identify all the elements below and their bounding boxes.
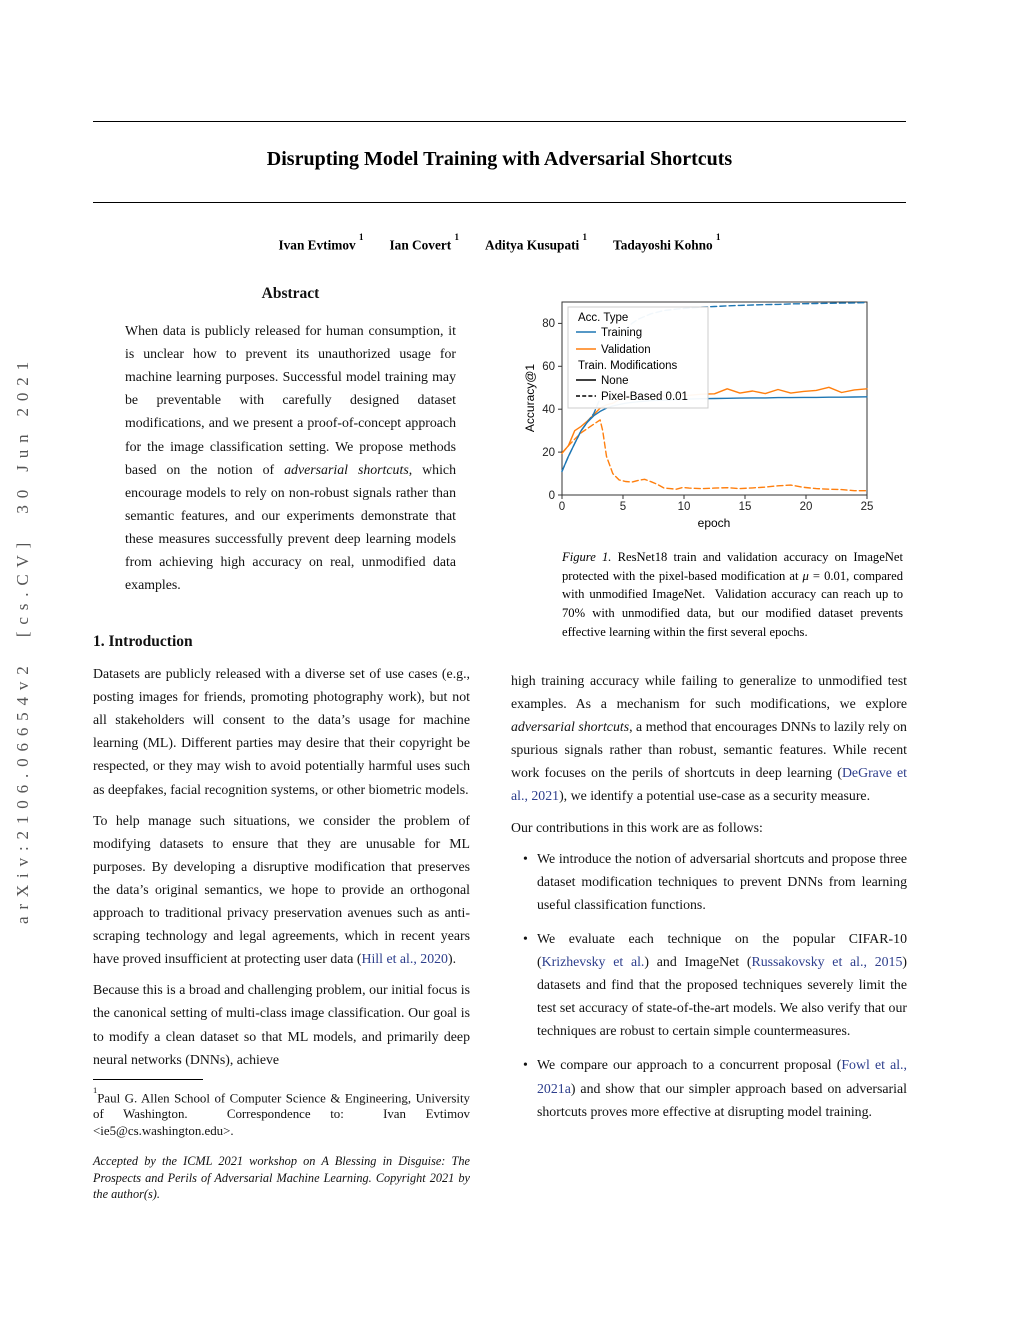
svg-text:15: 15 — [739, 501, 752, 513]
svg-text:25: 25 — [861, 501, 874, 513]
svg-text:Validation: Validation — [601, 344, 651, 356]
svg-text:20: 20 — [542, 447, 555, 459]
svg-text:0: 0 — [549, 490, 555, 502]
svg-text:60: 60 — [542, 361, 555, 373]
svg-text:Pixel-Based 0.01: Pixel-Based 0.01 — [601, 391, 688, 403]
svg-text:epoch: epoch — [698, 516, 731, 530]
svg-text:10: 10 — [678, 501, 691, 513]
svg-text:Accuracy@1: Accuracy@1 — [523, 364, 537, 433]
svg-text:40: 40 — [542, 404, 555, 416]
svg-text:Acc. Type: Acc. Type — [578, 312, 628, 324]
svg-text:Training: Training — [601, 327, 642, 339]
svg-text:20: 20 — [800, 501, 813, 513]
svg-text:5: 5 — [620, 501, 626, 513]
svg-text:0: 0 — [559, 501, 565, 513]
svg-text:Train. Modifications: Train. Modifications — [578, 360, 678, 372]
svg-text:80: 80 — [542, 318, 555, 330]
svg-text:None: None — [601, 375, 629, 387]
